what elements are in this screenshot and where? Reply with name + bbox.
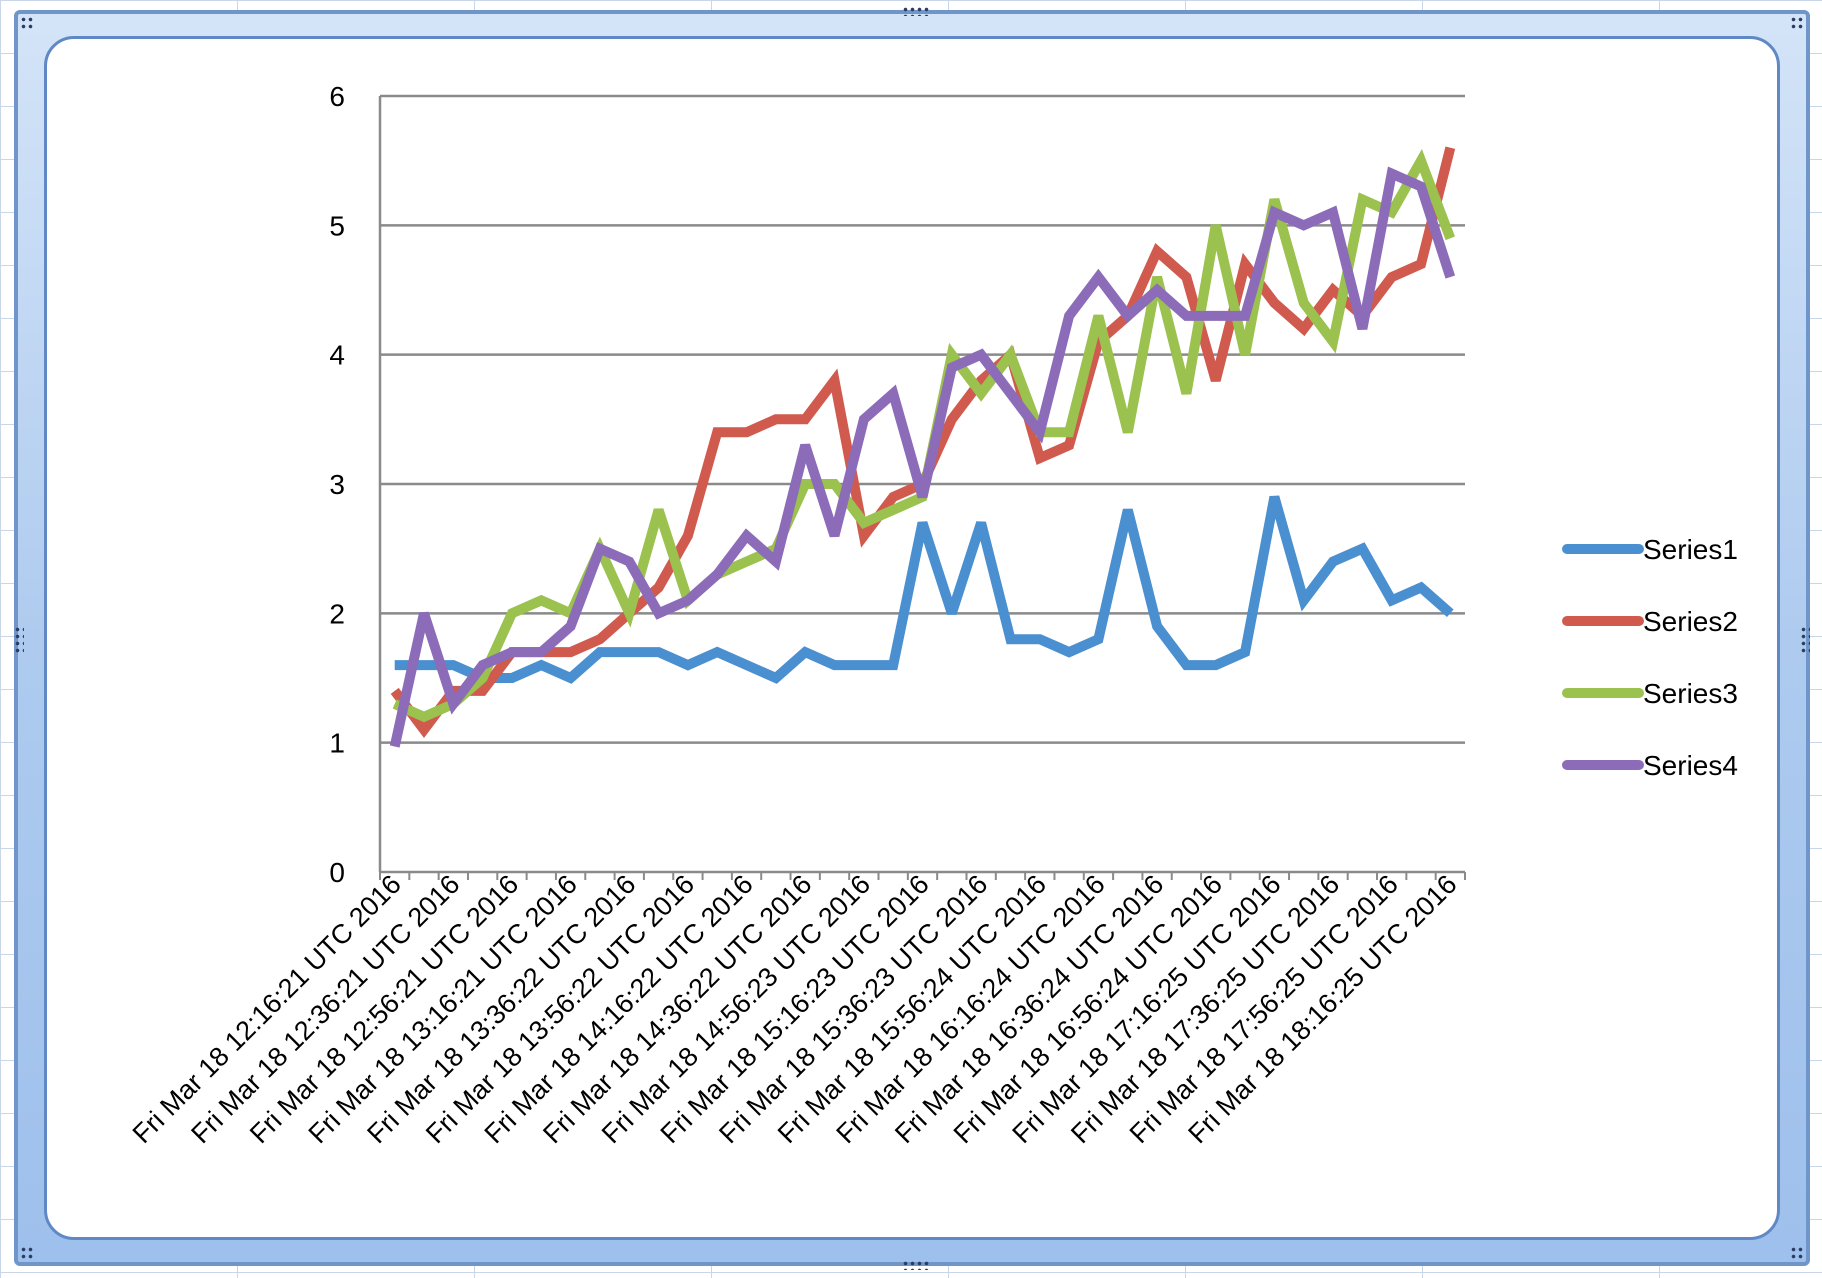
resize-handle-top-left[interactable] bbox=[20, 16, 34, 30]
y-tick-label: 2 bbox=[329, 598, 345, 629]
resize-handle-bottom-right[interactable] bbox=[1790, 1246, 1804, 1260]
resize-handle-top[interactable] bbox=[902, 6, 930, 16]
series-line-4 bbox=[389, 166, 1456, 748]
y-tick-label: 0 bbox=[329, 857, 345, 888]
y-tick-label: 1 bbox=[329, 728, 345, 759]
legend-label: Series3 bbox=[1643, 678, 1738, 709]
resize-handle-top-right[interactable] bbox=[1790, 16, 1804, 30]
y-tick-label: 6 bbox=[329, 81, 345, 112]
series-lines bbox=[389, 146, 1456, 748]
chart-area[interactable]: 0 1 2 3 4 5 6 Fri Mar 18 12:16:21 UTC 2016 Fri … bbox=[44, 36, 1780, 1240]
series-line-3 bbox=[392, 148, 1455, 723]
chart-frame[interactable]: 0 1 2 3 4 5 6 Fri Mar 18 12:16:21 UTC 2016 Fri … bbox=[14, 6, 1810, 1270]
legend-label: Series2 bbox=[1643, 606, 1738, 637]
series-line-1 bbox=[394, 495, 1454, 684]
legend-label: Series1 bbox=[1643, 534, 1738, 565]
line-chart: 0 1 2 3 4 5 6 Fri Mar 18 12:16:21 UTC 2016Fri … bbox=[127, 81, 1738, 1149]
resize-handle-left[interactable] bbox=[14, 626, 24, 654]
y-tick-label: 5 bbox=[329, 210, 345, 241]
resize-handle-right[interactable] bbox=[1800, 626, 1810, 654]
resize-handle-bottom-left[interactable] bbox=[20, 1246, 34, 1260]
axes bbox=[378, 96, 1466, 880]
resize-handle-bottom[interactable] bbox=[902, 1260, 930, 1270]
legend-label: Series4 bbox=[1643, 750, 1738, 781]
y-tick-label: 4 bbox=[329, 340, 345, 371]
y-tick-label: 3 bbox=[329, 469, 345, 500]
legend: Series1 Series2 Series3 Series4 bbox=[1562, 534, 1738, 781]
y-axis-tick-labels: 0 1 2 3 4 5 6 bbox=[329, 81, 345, 888]
